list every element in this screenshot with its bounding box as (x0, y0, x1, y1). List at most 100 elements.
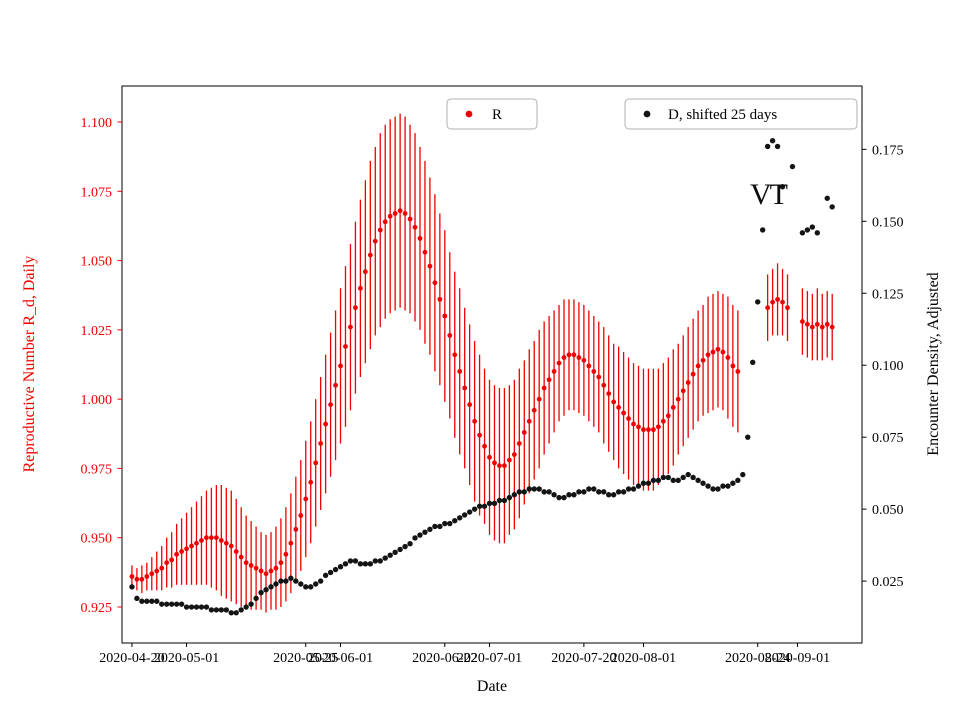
r-point (800, 319, 805, 324)
r-point (447, 333, 453, 338)
d-point (476, 503, 483, 509)
r-point (273, 565, 279, 571)
d-point (183, 604, 190, 610)
r-point (571, 352, 577, 358)
d-point (243, 604, 249, 610)
r-point (134, 576, 140, 582)
d-point (556, 494, 562, 501)
r-point (204, 535, 209, 541)
d-point (824, 195, 830, 201)
d-point (233, 610, 239, 616)
r-point (422, 249, 428, 255)
r-point (804, 321, 810, 327)
r-point (333, 382, 338, 388)
d-point (442, 520, 448, 527)
r-point (323, 421, 329, 427)
r-series-points (129, 208, 835, 582)
right-tick-label: 0.075 (872, 431, 904, 446)
r-point (412, 224, 418, 230)
d-point (735, 477, 741, 484)
x-tick-label: 2020-06-22 (412, 651, 477, 666)
right-tick-label: 0.150 (872, 215, 904, 230)
r-point (506, 457, 512, 463)
d-point (322, 572, 329, 579)
d-point (263, 587, 269, 593)
r-point (427, 263, 433, 269)
d-point (809, 224, 816, 230)
r-point (208, 535, 214, 541)
d-point (610, 492, 617, 498)
legend-d-box (624, 98, 858, 130)
right-tick-label: 0.025 (872, 575, 904, 590)
r-point (437, 296, 443, 302)
d-point (685, 471, 691, 478)
d-point (615, 489, 622, 495)
r-point (149, 571, 155, 577)
r-point (144, 574, 150, 579)
r-point (472, 418, 478, 424)
d-point (655, 477, 662, 484)
legend-r-label: R (492, 107, 502, 123)
d-point (303, 584, 309, 590)
d-point (178, 601, 185, 607)
d-point (720, 483, 726, 489)
r-point (343, 344, 348, 349)
r-point (690, 371, 696, 377)
r-point (521, 429, 527, 435)
legend-r-marker-icon (465, 110, 473, 118)
d-point (332, 566, 339, 573)
r-point (770, 299, 776, 305)
d-point (452, 517, 458, 524)
r-point (174, 551, 180, 557)
r-point (829, 324, 835, 330)
d-point (591, 486, 597, 492)
r-point (357, 285, 363, 291)
r-point (432, 280, 438, 286)
plot-area (121, 85, 863, 644)
r-point (367, 252, 373, 258)
d-point (829, 204, 835, 210)
x-tick-label: 2020-09-01 (765, 651, 830, 666)
right-tick-label: 0.050 (872, 503, 904, 518)
r-point (765, 305, 771, 311)
r-point (298, 513, 304, 518)
d-point (541, 489, 547, 495)
x-tick-label: 2020-08-24 (725, 651, 790, 666)
d-point (208, 607, 215, 613)
r-point (809, 324, 815, 330)
left-tick-label: 1.100 (81, 116, 113, 131)
d-point (357, 561, 364, 567)
d-point (347, 558, 354, 564)
d-point (367, 561, 374, 567)
left-tick-label: 0.950 (81, 532, 113, 547)
d-point (516, 489, 523, 495)
d-point (298, 581, 304, 587)
d-point (506, 494, 513, 501)
r-point (660, 418, 666, 424)
left-tick-label: 1.050 (81, 255, 113, 270)
r-point (814, 321, 820, 327)
r-point (353, 305, 358, 311)
d-point (645, 480, 652, 486)
r-point (293, 526, 299, 532)
r-point (526, 418, 532, 424)
x-tick-label: 2020-06-01 (308, 651, 373, 666)
d-point (521, 489, 527, 495)
d-point (248, 601, 254, 607)
d-point (481, 503, 488, 509)
x-tick-label: 2020-07-01 (457, 651, 522, 666)
r-point (566, 352, 572, 358)
d-point (129, 584, 135, 590)
d-point (625, 486, 632, 492)
r-point (700, 357, 706, 363)
r-point (452, 352, 458, 358)
r-point (248, 563, 254, 568)
legend-r-box (446, 98, 538, 130)
r-point (362, 269, 368, 275)
left-tick-label: 1.000 (81, 393, 113, 408)
d-series-points (129, 123, 835, 616)
r-point (556, 360, 562, 366)
r-point (636, 424, 641, 430)
d-point (417, 532, 423, 538)
r-point (238, 554, 244, 560)
